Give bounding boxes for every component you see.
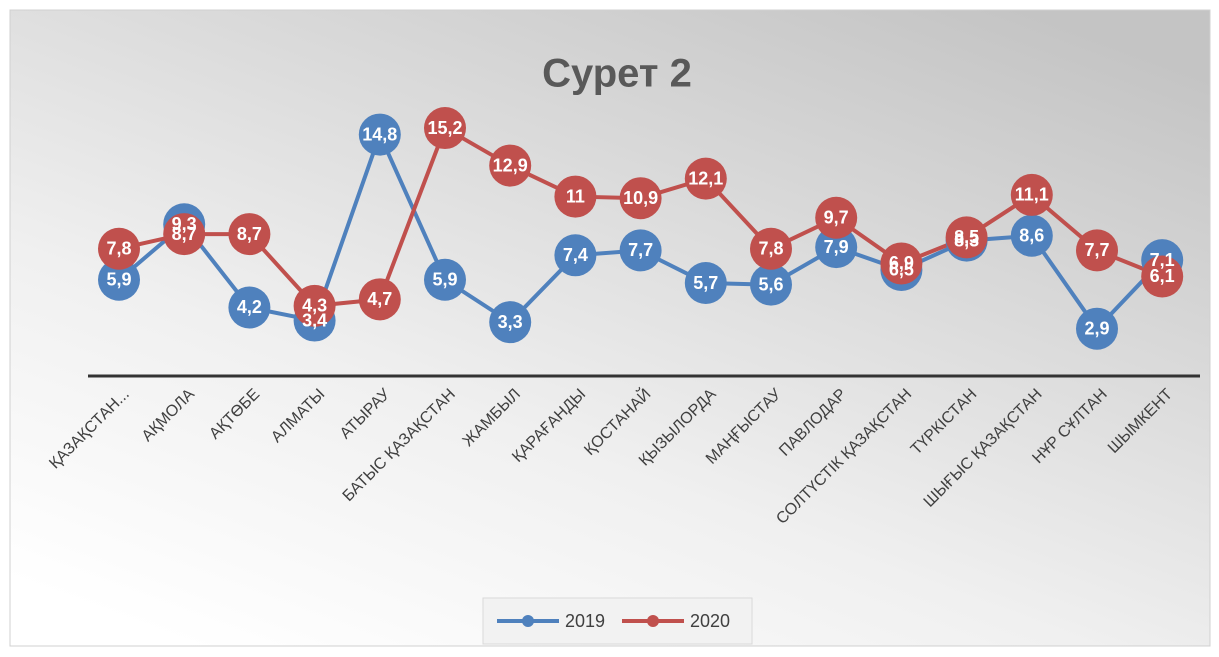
marker	[1076, 307, 1118, 350]
data-label: 7,7	[628, 240, 653, 260]
data-label: 3,4	[302, 310, 327, 330]
marker	[98, 258, 140, 301]
data-label: 8,6	[1019, 225, 1044, 245]
marker	[1010, 173, 1053, 216]
marker	[1141, 255, 1184, 298]
data-label: 7,8	[106, 239, 131, 259]
data-label: 4,7	[367, 289, 392, 309]
data-label: 7,7	[1084, 240, 1109, 260]
data-label: 8,7	[237, 224, 262, 244]
marker	[684, 262, 727, 305]
marker	[228, 213, 271, 256]
marker	[815, 226, 858, 269]
marker	[98, 227, 140, 270]
marker	[815, 196, 858, 239]
data-label: 7,8	[758, 239, 783, 259]
marker	[880, 242, 923, 285]
data-label: 5,7	[693, 273, 718, 293]
data-label: 7,1	[1150, 250, 1175, 270]
marker	[1076, 229, 1118, 272]
marker	[619, 177, 662, 220]
legend-label: 2020	[690, 611, 730, 631]
data-label: 9,3	[172, 214, 197, 234]
data-label: 10,9	[623, 188, 658, 208]
data-label: 9,7	[824, 208, 849, 228]
marker	[1010, 214, 1053, 257]
legend-marker	[647, 615, 659, 627]
marker	[163, 213, 206, 256]
data-label: 15,2	[427, 118, 462, 138]
marker	[684, 157, 727, 200]
data-label: 4,3	[302, 296, 327, 316]
data-label: 14,8	[362, 124, 397, 144]
data-label: 11,1	[1015, 185, 1049, 205]
marker	[619, 229, 662, 272]
marker	[358, 113, 401, 156]
marker	[293, 284, 336, 327]
data-label: 8,3	[954, 230, 979, 250]
marker	[489, 144, 532, 187]
data-label: 7,9	[824, 237, 849, 257]
chart-area	[9, 9, 1211, 647]
legend-marker	[522, 615, 534, 627]
data-label: 7,4	[563, 245, 588, 265]
data-label: 3,3	[498, 312, 523, 332]
chart-title: Сурет 2	[542, 52, 692, 96]
marker	[424, 107, 466, 150]
data-label: 8,7	[172, 224, 197, 244]
data-label: 2,9	[1084, 318, 1109, 338]
data-label: 11	[566, 186, 585, 206]
marker	[358, 278, 401, 321]
data-label: 8,5	[954, 227, 979, 247]
data-label: 5,6	[758, 274, 783, 294]
marker	[554, 175, 597, 218]
marker	[554, 234, 597, 277]
data-label: 4,2	[237, 297, 262, 317]
legend-label: 2019	[565, 611, 605, 631]
marker	[750, 227, 792, 270]
data-label: 12,9	[493, 155, 528, 175]
marker	[489, 301, 532, 344]
marker	[228, 286, 271, 329]
marker	[750, 263, 792, 306]
data-label: 5,9	[432, 270, 457, 290]
data-label: 6,5	[889, 260, 914, 280]
marker	[424, 258, 466, 301]
data-label: 6,9	[889, 253, 914, 273]
data-label: 6,1	[1150, 266, 1175, 286]
data-label: 12,1	[688, 168, 723, 188]
marker	[945, 216, 988, 259]
data-label: 5,9	[106, 270, 131, 290]
